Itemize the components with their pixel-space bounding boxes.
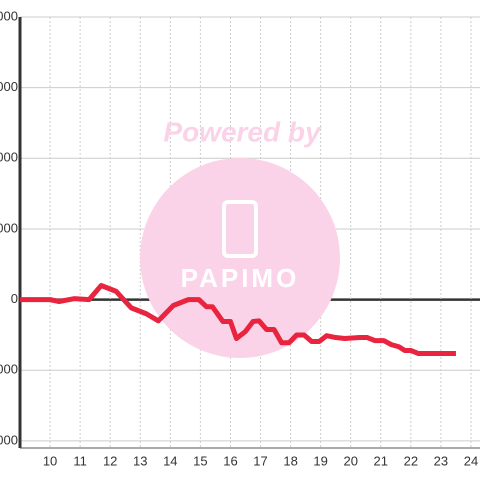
x-tick-label: 23	[434, 453, 448, 468]
y-tick-label: 6,000	[0, 150, 18, 165]
y-tick-label: 9,000	[0, 79, 18, 94]
x-tick-label: 19	[313, 453, 327, 468]
x-tick-label: 11	[73, 453, 87, 468]
y-tick-label: -6,000	[0, 432, 18, 447]
watermark-icon	[222, 200, 258, 258]
x-tick-label: 10	[43, 453, 57, 468]
y-tick-label: 12,000	[0, 8, 18, 23]
x-tick-label: 12	[103, 453, 117, 468]
x-tick-label: 24	[464, 453, 478, 468]
x-tick-label: 22	[404, 453, 418, 468]
x-tick-label: 13	[133, 453, 147, 468]
x-tick-label: 21	[374, 453, 388, 468]
y-tick-label: 3,000	[0, 220, 18, 235]
watermark-title: Powered by	[163, 116, 322, 147]
y-tick-label: 0	[11, 291, 18, 306]
x-tick-label: 18	[283, 453, 297, 468]
watermark-logo: PAPIMO	[181, 263, 300, 293]
y-tick-label: -3,000	[0, 362, 18, 377]
watermark: Powered by PAPIMO	[140, 116, 340, 358]
x-tick-label: 14	[163, 453, 177, 468]
x-tick-label: 15	[193, 453, 207, 468]
x-tick-label: 20	[343, 453, 357, 468]
x-tick-label: 16	[223, 453, 237, 468]
data-line	[20, 282, 456, 357]
x-tick-label: 17	[253, 453, 267, 468]
